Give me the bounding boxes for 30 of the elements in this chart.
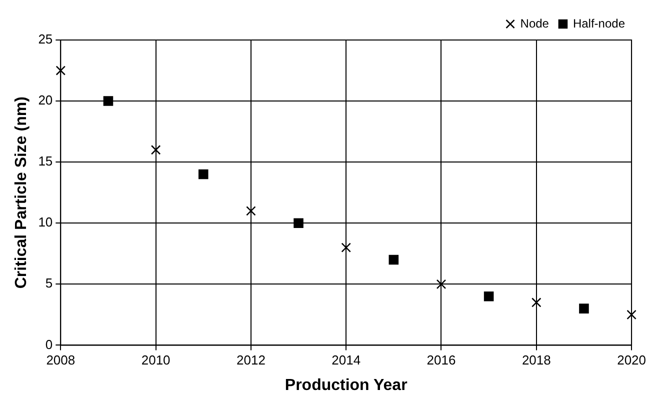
- point: [436, 279, 446, 290]
- x-tick-label: 2016: [426, 352, 456, 368]
- legend-label: Half-node: [572, 16, 626, 30]
- point: [56, 66, 66, 76]
- y-tick-label: 0: [45, 336, 53, 352]
- y-axis-title: Critical Particle Size (nm): [13, 96, 30, 289]
- y-tick-label: 5: [45, 276, 53, 291]
- point: [198, 169, 208, 180]
- legend-label: Node: [520, 16, 550, 30]
- x-tick-label: 2012: [236, 352, 266, 368]
- x-axis-title: Production Year: [284, 376, 408, 394]
- y-tick-label: 10: [38, 214, 53, 230]
- point: [246, 206, 256, 216]
- y-tick-label: 25: [38, 32, 53, 47]
- x-tick-label: 2020: [617, 352, 646, 368]
- point: [388, 254, 399, 265]
- point: [626, 310, 636, 320]
- point: [484, 291, 494, 302]
- x-tick-label: 2014: [332, 352, 361, 368]
- y-tick-label: 15: [38, 154, 53, 169]
- x-tick-label: 2010: [141, 352, 170, 368]
- y-tick-label: 20: [38, 92, 53, 108]
- point: [532, 298, 542, 308]
- point: [341, 242, 351, 252]
- point: [103, 96, 114, 106]
- point: [150, 144, 161, 155]
- x-tick-label: 2008: [46, 352, 76, 368]
- x-tick-label: 2018: [522, 352, 551, 368]
- point: [294, 218, 304, 228]
- point: [579, 304, 589, 314]
